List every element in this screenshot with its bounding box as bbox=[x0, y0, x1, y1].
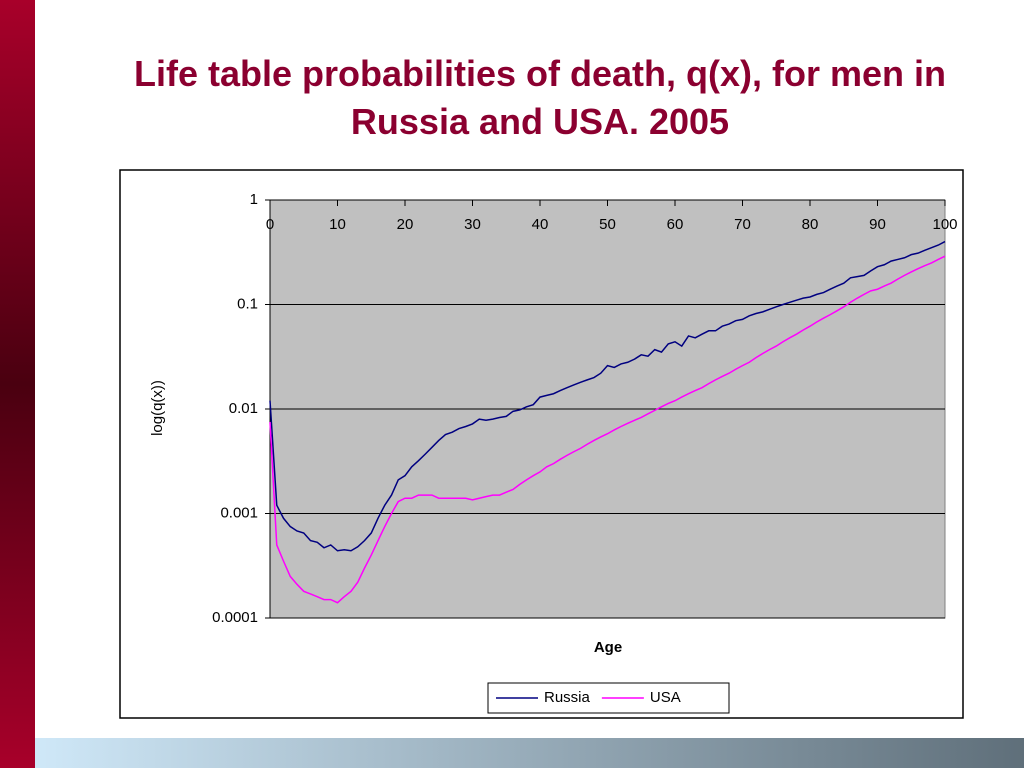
y-tick-label: 0.001 bbox=[220, 504, 258, 521]
y-tick-label: 0.0001 bbox=[212, 609, 258, 626]
y-tick-label: 0.01 bbox=[229, 400, 258, 417]
y-axis-label: log(q(x)) bbox=[149, 380, 166, 436]
series-line bbox=[269, 240, 946, 552]
x-tick-label: 40 bbox=[532, 216, 549, 233]
legend-label: USA bbox=[650, 689, 681, 706]
x-tick-label: 80 bbox=[802, 216, 819, 233]
legend-label: Russia bbox=[544, 689, 591, 706]
x-tick-label: 100 bbox=[932, 216, 957, 233]
chart-title: Life table probabilities of death, q(x),… bbox=[133, 53, 947, 142]
x-tick-label: 30 bbox=[464, 216, 481, 233]
x-tick-label: 60 bbox=[667, 216, 684, 233]
x-tick-label: 20 bbox=[397, 216, 414, 233]
footer-bar bbox=[35, 738, 1024, 768]
y-tick-label: 1 bbox=[250, 191, 258, 208]
x-tick-label: 0 bbox=[266, 216, 274, 233]
series-line bbox=[269, 255, 946, 604]
x-tick-label: 50 bbox=[599, 216, 616, 233]
y-tick-label: 0.1 bbox=[237, 295, 258, 312]
x-axis-label: Age bbox=[594, 639, 622, 656]
x-tick-label: 70 bbox=[734, 216, 751, 233]
side-bar bbox=[0, 0, 35, 768]
x-tick-label: 90 bbox=[869, 216, 886, 233]
x-tick-label: 10 bbox=[329, 216, 346, 233]
chart: Age log(q(x)) 0.0001 0.001 0.01 0.1 10 10 20 30… bbox=[119, 169, 964, 719]
